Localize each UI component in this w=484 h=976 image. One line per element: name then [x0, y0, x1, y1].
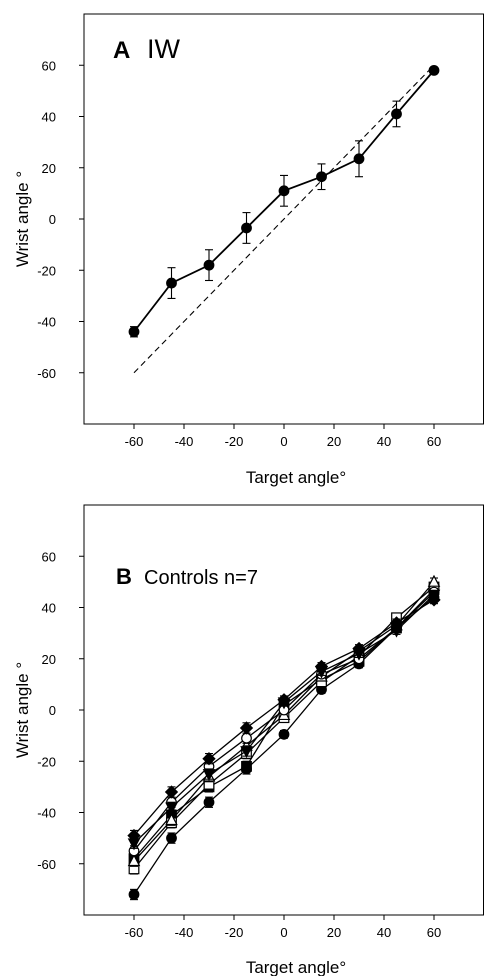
- data-point: [241, 732, 252, 744]
- y-tick-label: -40: [37, 315, 56, 330]
- data-point: [427, 574, 441, 587]
- data-point: [278, 185, 290, 197]
- data-point: [202, 769, 216, 782]
- x-tick-label: -20: [225, 434, 244, 449]
- x-tick-label: 0: [280, 434, 287, 449]
- data-point: [277, 693, 291, 707]
- y-tick-label: 40: [42, 110, 56, 125]
- x-tick-label: -40: [175, 434, 194, 449]
- x-tick-label: 60: [427, 434, 441, 449]
- data-point: [203, 259, 215, 271]
- data-point: [316, 171, 327, 183]
- x-axis-label: Target angle°: [246, 468, 346, 487]
- data-point: [427, 593, 441, 607]
- data-point: [164, 785, 179, 799]
- x-tick-label: 20: [327, 925, 341, 940]
- panel-letter: A: [113, 37, 130, 64]
- data-point: [240, 746, 253, 759]
- x-tick-label: -60: [125, 434, 144, 449]
- y-tick-label: 20: [42, 652, 56, 667]
- y-tick-label: 0: [49, 212, 56, 227]
- y-tick-label: -20: [37, 754, 56, 769]
- data-point: [353, 153, 365, 165]
- y-tick-label: -60: [37, 857, 56, 872]
- x-tick-label: 0: [280, 925, 287, 940]
- y-tick-label: 20: [42, 161, 56, 176]
- x-tick-label: 20: [327, 434, 341, 449]
- x-tick-label: -20: [225, 925, 244, 940]
- data-point: [128, 326, 140, 338]
- y-tick-label: -40: [37, 806, 56, 821]
- data-point: [428, 64, 440, 76]
- x-tick-label: -40: [175, 925, 194, 940]
- data-point: [165, 813, 178, 826]
- y-tick-label: 60: [42, 58, 56, 73]
- data-point: [165, 802, 178, 815]
- y-tick-label: 40: [42, 601, 56, 616]
- y-tick-label: 0: [49, 703, 56, 718]
- x-tick-label: 40: [377, 434, 391, 449]
- series-6-filled-diamond: [127, 593, 441, 843]
- data-point: [203, 796, 215, 808]
- data-point: [127, 828, 141, 843]
- panel-a: -60 -40 -20 0 20 40 60 -60 -40 -20 0 20 40 60 Target a…: [13, 13, 484, 487]
- data-point: [166, 277, 177, 289]
- series-line: [133, 586, 435, 870]
- chart-title: IW: [147, 34, 181, 64]
- data-point: [128, 889, 140, 900]
- data-point: [389, 616, 404, 630]
- x-tick-label: 40: [377, 925, 391, 940]
- data-point: [166, 832, 177, 844]
- identity-reference-line: [133, 64, 435, 374]
- series-0-filled-circle: [128, 64, 440, 338]
- y-tick-label: 60: [42, 549, 56, 564]
- y-axis-label: Wrist angle °: [13, 662, 32, 758]
- panel-letter: B: [116, 564, 132, 589]
- chart-title: Controls n=7: [144, 567, 258, 589]
- data-point: [241, 760, 252, 772]
- data-point: [278, 728, 290, 740]
- data-point: [239, 721, 254, 735]
- series-0-filled-circle: [128, 591, 440, 901]
- data-point: [202, 752, 216, 766]
- series-line: [133, 596, 435, 895]
- data-point: [314, 659, 329, 674]
- y-axis-label: Wrist angle °: [13, 171, 32, 267]
- data-point: [391, 108, 402, 120]
- x-tick-label: -60: [125, 925, 144, 940]
- x-axis-label: Target angle°: [246, 958, 346, 976]
- x-tick-label: 60: [427, 925, 441, 940]
- data-point: [352, 641, 366, 656]
- y-tick-label: -60: [37, 366, 56, 381]
- y-tick-label: -20: [37, 263, 56, 278]
- data-point: [241, 222, 252, 234]
- data-point: [127, 854, 141, 867]
- panel-b: -60 -40 -20 0 20 40 60 -60 -40 -20 0 20 40 60 Target a…: [13, 504, 484, 976]
